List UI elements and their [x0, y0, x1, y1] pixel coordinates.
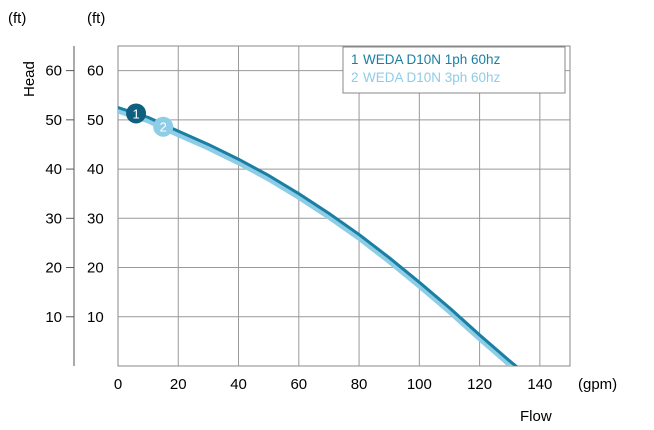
inner-y-tick-label: 40 — [87, 161, 104, 178]
x-tick-label: 60 — [290, 376, 307, 393]
series-line-2 — [118, 106, 519, 366]
series-marker-1 — [126, 103, 147, 124]
inner-y-tick-label: 50 — [87, 112, 104, 129]
inner-y-tick-label: 30 — [87, 210, 104, 227]
outer-y-tick-label: 30 — [45, 210, 62, 227]
x-tick-label: 100 — [407, 376, 432, 393]
outer-y-tick-label: 40 — [45, 161, 62, 178]
y-unit-inner-label: (ft) — [87, 10, 105, 27]
outer-y-tick-label: 10 — [45, 309, 62, 326]
x-tick-label: 80 — [351, 376, 368, 393]
x-tick-label: 40 — [230, 376, 247, 393]
x-tick-label: 120 — [467, 376, 492, 393]
series-line-1 — [118, 106, 519, 366]
outer-y-tick-label: 20 — [45, 260, 62, 277]
x-unit-label: (gpm) — [578, 376, 617, 393]
legend-label-1: WEDA D10N 1ph 60hz — [363, 52, 501, 67]
legend-label-2: WEDA D10N 3ph 60hz — [363, 70, 501, 85]
x-axis-title: Flow — [520, 408, 552, 425]
outer-y-tick-label: 60 — [45, 63, 62, 80]
outer-y-tick-label: 50 — [45, 112, 62, 129]
plot-area — [117, 45, 571, 367]
inner-y-tick-label: 20 — [87, 260, 104, 277]
legend: 1 WEDA D10N 1ph 60hz 2 WEDA D10N 3ph 60h… — [342, 46, 566, 94]
ticks: 0 20 40 60 80 100 120 140 10 10 20 20 30 30 40 40 50 50 60… — [45, 63, 552, 393]
y-unit-outer-label: (ft) — [8, 10, 26, 27]
series-marker-label-2: 2 — [160, 120, 167, 135]
legend-box — [342, 46, 566, 94]
y-axis-title: Head — [21, 61, 38, 97]
x-tick-label: 140 — [527, 376, 552, 393]
series-marker-2 — [153, 116, 174, 137]
inner-y-tick-label: 60 — [87, 63, 104, 80]
x-tick-label: 20 — [170, 376, 187, 393]
series-markers: 12 — [126, 103, 174, 137]
inner-y-tick-label: 10 — [87, 309, 104, 326]
legend-marker-1: 1 — [351, 52, 359, 67]
series-marker-label-1: 1 — [132, 106, 139, 121]
series-layer — [118, 106, 519, 366]
legend-marker-2: 2 — [351, 70, 359, 85]
x-tick-label: 0 — [114, 376, 122, 393]
